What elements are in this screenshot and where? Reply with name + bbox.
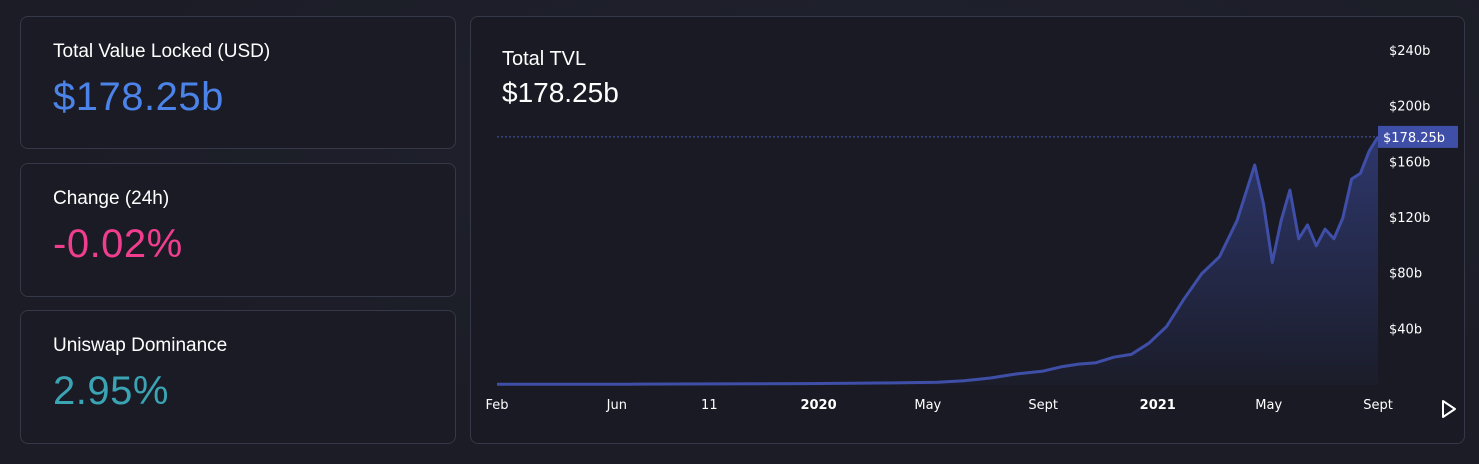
play-button[interactable] bbox=[1439, 398, 1459, 420]
tvl-chart-card: Total TVL $178.25b $40b $80b $120b $160b $20… bbox=[470, 16, 1465, 444]
y-tick-label: $40b bbox=[1389, 322, 1422, 337]
x-tick-label: 11 bbox=[701, 398, 718, 413]
tvl-line bbox=[497, 136, 1380, 386]
y-tick-label: $120b bbox=[1389, 211, 1430, 226]
current-value-marker-label: $178.25b bbox=[1383, 131, 1445, 146]
x-tick-label: Jun bbox=[606, 398, 627, 413]
play-icon bbox=[1442, 400, 1456, 418]
dominance-label: Uniswap Dominance bbox=[53, 335, 228, 356]
tvl-label: Total Value Locked (USD) bbox=[53, 41, 271, 62]
x-tick-label: May bbox=[914, 398, 941, 413]
x-tick-label: May bbox=[1255, 398, 1282, 413]
chart-title: Total TVL bbox=[502, 48, 587, 70]
current-value-marker-box bbox=[1378, 125, 1458, 148]
tvl-card: Total Value Locked (USD) $178.25b bbox=[20, 16, 456, 149]
dominance-value: 2.95% bbox=[53, 369, 169, 413]
x-tick-label: Feb bbox=[485, 398, 508, 413]
x-tick-label: Sept bbox=[1028, 398, 1058, 413]
tvl-area-chart[interactable]: $40b $80b $120b $160b $200b $240b Feb Jun 11 202… bbox=[471, 17, 1465, 444]
x-tick-label: 2020 bbox=[800, 398, 836, 413]
dominance-card: Uniswap Dominance 2.95% bbox=[20, 310, 456, 444]
change-value: -0.02% bbox=[53, 222, 183, 266]
x-axis: Feb Jun 11 2020 May Sept 2021 May Sept bbox=[485, 398, 1392, 413]
y-tick-label: $160b bbox=[1389, 155, 1430, 170]
change-label: Change (24h) bbox=[53, 188, 170, 209]
y-axis: $40b $80b $120b $160b $200b $240b bbox=[1389, 44, 1430, 337]
current-value-marker: $178.25b bbox=[1378, 125, 1458, 148]
y-tick-label: $200b bbox=[1389, 100, 1430, 115]
y-tick-label: $80b bbox=[1389, 267, 1422, 282]
y-tick-label: $240b bbox=[1389, 44, 1430, 59]
x-tick-label: 2021 bbox=[1140, 398, 1176, 413]
change-card: Change (24h) -0.02% bbox=[20, 163, 456, 297]
x-tick-label: Sept bbox=[1363, 398, 1393, 413]
tvl-value: $178.25b bbox=[53, 75, 224, 119]
chart-value: $178.25b bbox=[502, 77, 619, 108]
tvl-area bbox=[497, 136, 1378, 385]
